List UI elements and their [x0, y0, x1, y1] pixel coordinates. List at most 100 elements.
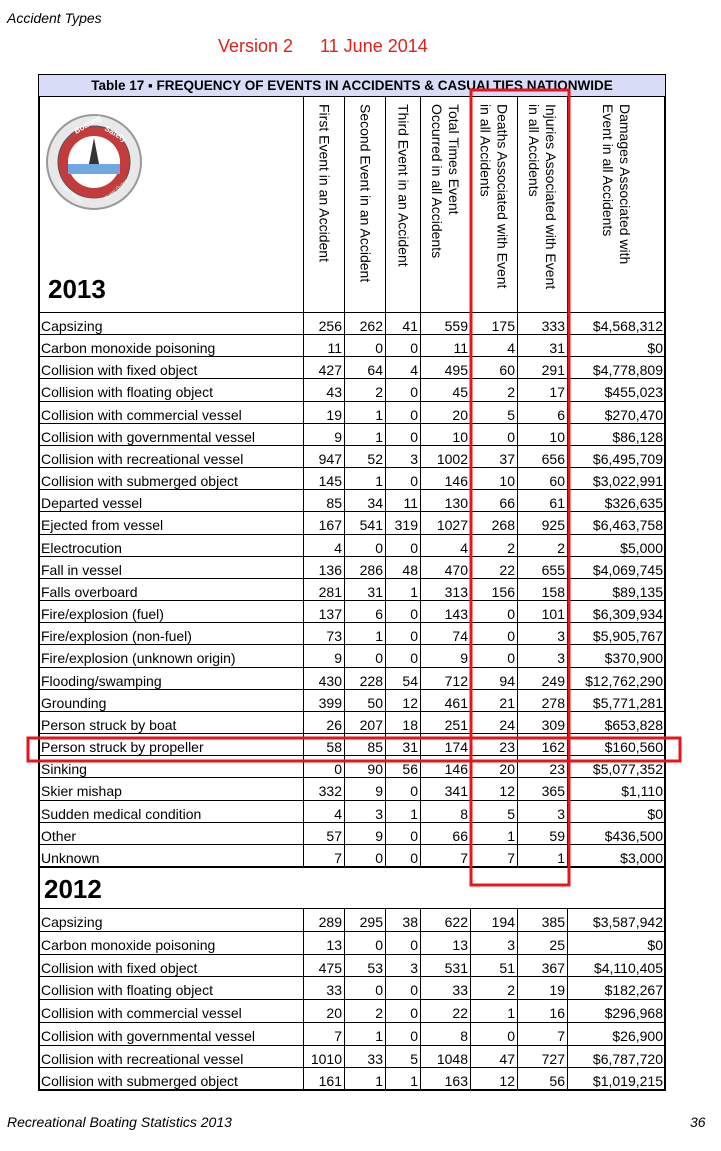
cell-value: $86,128	[567, 422, 665, 445]
cell-value: 60	[517, 467, 567, 490]
cell-value: 0	[470, 622, 517, 645]
cell-value: 158	[517, 577, 567, 601]
cell-value: 54	[385, 666, 420, 689]
cell-value: $6,463,758	[567, 511, 665, 534]
cell-value: 59	[517, 821, 567, 844]
cell-value: 1	[517, 843, 567, 866]
cell-value: 0	[344, 976, 385, 999]
cell-value: 146	[420, 467, 470, 490]
cell-value: 2	[470, 976, 517, 999]
cell-value: 365	[517, 777, 567, 800]
cell-value: 3	[517, 644, 567, 667]
cell-value: $6,309,934	[567, 600, 665, 623]
cell-value: 461	[420, 688, 470, 711]
cell-value: 16	[517, 999, 567, 1022]
cell-value: 12	[385, 688, 420, 711]
cell-value: 3	[470, 930, 517, 954]
cell-value: $160,560	[567, 733, 665, 756]
cell-value: 1002	[420, 444, 470, 468]
cell-value: 33	[420, 976, 470, 999]
cell-value: 295	[344, 908, 385, 931]
cell-value: 66	[470, 489, 517, 512]
column-header: Second Event in an Accident	[357, 104, 374, 283]
cell-value: 64	[344, 356, 385, 379]
row-label: Collision with submerged object	[39, 467, 303, 489]
cell-value: 26	[303, 710, 344, 734]
cell-value: 0	[385, 821, 420, 844]
cell-value: 9	[303, 644, 344, 667]
cell-value: 289	[303, 908, 344, 931]
cell-value: 430	[303, 666, 344, 689]
cell-value: 262	[344, 312, 385, 335]
cell-value: 278	[517, 688, 567, 711]
row-label: Collision with submerged object	[39, 1067, 303, 1090]
cell-value: 495	[420, 356, 470, 379]
cell-value: 3	[517, 622, 567, 645]
cell-value: 41	[385, 312, 420, 335]
cell-value: 101	[517, 600, 567, 623]
cell-value: 53	[344, 953, 385, 977]
cell-value: 2	[517, 533, 567, 556]
cell-value: $0	[567, 930, 665, 954]
cell-value: 1	[344, 400, 385, 423]
row-label: Person struck by propeller	[39, 733, 303, 755]
cell-value: 0	[385, 533, 420, 556]
cell-value: 130	[420, 489, 470, 512]
cell-value: 66	[420, 821, 470, 844]
table-title: Table 17 ▪ FREQUENCY OF EVENTS IN ACCIDE…	[39, 75, 665, 97]
cell-value: 8	[420, 799, 470, 822]
column-header: First Event in an Accident	[316, 104, 333, 262]
cell-value: 48	[385, 555, 420, 578]
column-rule	[344, 97, 345, 312]
cell-value: 399	[303, 688, 344, 711]
cell-value: 0	[385, 622, 420, 645]
footer-title: Recreational Boating Statistics 2013	[7, 1114, 232, 1130]
cell-value: 5	[470, 400, 517, 423]
row-label: Capsizing	[39, 312, 303, 334]
cell-value: 4	[303, 799, 344, 822]
cell-value: 5	[470, 799, 517, 822]
cell-value: 0	[385, 843, 420, 866]
cell-value: 0	[344, 843, 385, 866]
row-label: Person struck by boat	[39, 710, 303, 733]
cell-value: 175	[470, 312, 517, 335]
cell-value: 925	[517, 511, 567, 534]
cell-value: $1,019,215	[567, 1067, 665, 1090]
cell-value: 22	[420, 999, 470, 1022]
cell-value: 727	[517, 1044, 567, 1068]
row-label: Carbon monoxide poisoning	[39, 334, 303, 356]
cell-value: 3	[344, 799, 385, 822]
cell-value: 341	[420, 777, 470, 800]
cell-value: 145	[303, 467, 344, 490]
cell-value: 85	[344, 733, 385, 756]
cell-value: 333	[517, 312, 567, 335]
column-rule	[470, 97, 471, 312]
cell-value: 8	[420, 1021, 470, 1045]
cell-value: 0	[344, 930, 385, 954]
row-label: Grounding	[39, 688, 303, 711]
cell-value: 0	[470, 600, 517, 623]
cell-value: 1	[344, 467, 385, 490]
row-label: Collision with floating object	[39, 378, 303, 400]
cell-value: 0	[385, 976, 420, 999]
cell-value: 23	[470, 733, 517, 756]
cell-value: 4	[303, 533, 344, 556]
cell-value: 1	[385, 577, 420, 601]
cell-value: $296,968	[567, 999, 665, 1022]
cell-value: 12	[470, 777, 517, 800]
cell-value: 2	[470, 378, 517, 401]
cell-value: $455,023	[567, 378, 665, 401]
cell-value: 0	[385, 467, 420, 490]
cell-value: 73	[303, 622, 344, 645]
row-label: Ejected from vessel	[39, 511, 303, 533]
column-header: in all Accidents	[526, 104, 542, 197]
cell-value: 45	[420, 378, 470, 401]
cell-value: 0	[385, 930, 420, 954]
cell-value: 58	[303, 733, 344, 756]
row-label: Collision with commercial vessel	[39, 400, 303, 423]
cell-value: 1	[344, 1067, 385, 1090]
row-label: Departed vessel	[39, 489, 303, 511]
cell-value: 0	[385, 644, 420, 667]
cell-value: 143	[420, 600, 470, 623]
